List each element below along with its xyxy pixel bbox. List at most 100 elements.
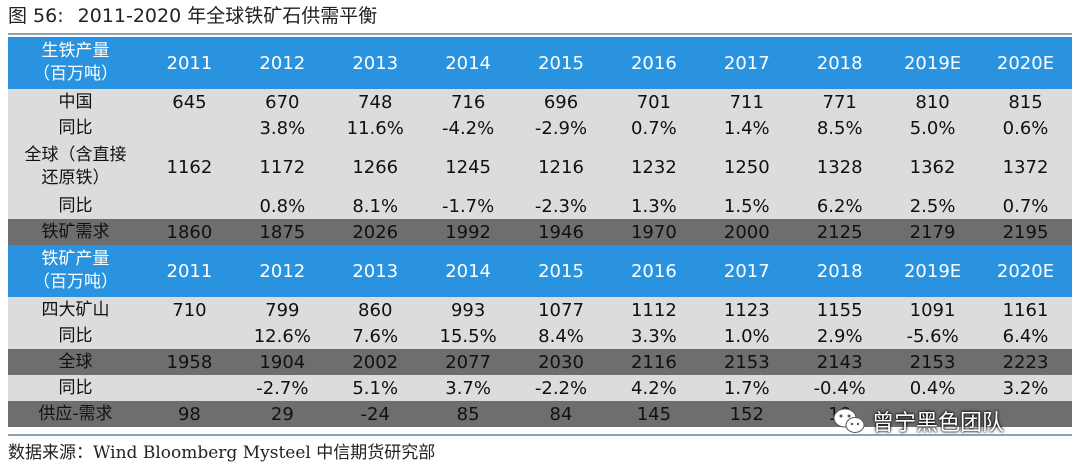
table-cell: 2116 xyxy=(607,349,701,375)
table-cell: -2.9% xyxy=(514,115,608,141)
table-cell: 152 xyxy=(700,401,794,427)
table-cell: 1112 xyxy=(607,297,701,323)
table-cell: 2002 xyxy=(328,349,422,375)
table-cell xyxy=(979,401,1072,427)
row-label: 全球 xyxy=(8,349,143,375)
table-cell: 85 xyxy=(421,401,515,427)
row-label: 同比 xyxy=(8,323,143,349)
year-cell: 2019E xyxy=(886,245,980,297)
table-cell: 670 xyxy=(235,89,329,115)
table-cell: 2.5% xyxy=(886,193,980,219)
table-cell: 1155 xyxy=(793,297,887,323)
table-cell: 0.6% xyxy=(979,115,1072,141)
table-cell: 771 xyxy=(793,89,887,115)
table-cell: 2026 xyxy=(328,219,422,245)
source-prefix: 数据来源： xyxy=(8,443,93,463)
table-row-big-four-yoy: 同比 12.6% 7.6% 15.5% 8.4% 3.3% 1.0% 2.9% … xyxy=(8,323,1072,349)
table-cell: 2195 xyxy=(979,219,1072,245)
year-cell: 2013 xyxy=(328,37,422,89)
table-cell: 29 xyxy=(235,401,329,427)
figure-title: 图 56: 2011-2020 年全球铁矿石供需平衡 xyxy=(8,2,377,30)
table-cell: 1266 xyxy=(328,141,422,193)
table-cell: 3.7% xyxy=(421,375,515,401)
table-cell: 0.8% xyxy=(235,193,329,219)
table-row-global-pig-iron: 全球（含直接 还原铁） 1162 1172 1266 1245 1216 1232… xyxy=(8,141,1072,193)
table-cell: 1904 xyxy=(235,349,329,375)
table-cell: 2179 xyxy=(886,219,980,245)
header-row-iron-ore: 铁矿产量 （百万吨） 2011 2012 2013 2014 2015 2016 … xyxy=(8,245,1072,297)
table-cell: 716 xyxy=(421,89,515,115)
table-cell: 11.6% xyxy=(328,115,422,141)
row-label: 同比 xyxy=(8,115,143,141)
table-cell: 1091 xyxy=(886,297,980,323)
table-cell: 1.4% xyxy=(700,115,794,141)
table-cell: 15.5% xyxy=(421,323,515,349)
table-cell: 2153 xyxy=(700,349,794,375)
table-cell: 4.2% xyxy=(607,375,701,401)
year-cell: 2013 xyxy=(328,245,422,297)
table-cell: 0.7% xyxy=(979,193,1072,219)
row-label: 同比 xyxy=(8,375,143,401)
table-cell: 98 xyxy=(143,401,236,427)
header-label-iron-ore: 铁矿产量 （百万吨） xyxy=(8,245,143,297)
table-cell: -5.6% xyxy=(886,323,980,349)
table-cell: 2143 xyxy=(793,349,887,375)
year-cell: 2017 xyxy=(700,37,794,89)
table-cell: 8.5% xyxy=(793,115,887,141)
table-cell: 1970 xyxy=(607,219,701,245)
table-cell: 1.5% xyxy=(700,193,794,219)
table-cell: 7.6% xyxy=(328,323,422,349)
table-cell: 696 xyxy=(514,89,608,115)
year-cell: 2015 xyxy=(514,37,608,89)
header-row-pig-iron: 生铁产量 （百万吨） 2011 2012 2013 2014 2015 2016 … xyxy=(8,37,1072,89)
table-cell: 711 xyxy=(700,89,794,115)
table-cell: 1372 xyxy=(979,141,1072,193)
figure-title-text: 2011-2020 年全球铁矿石供需平衡 xyxy=(77,5,378,27)
table-cell: -2.7% xyxy=(235,375,329,401)
table-cell: -0.4% xyxy=(793,375,887,401)
table-row-china: 中国 645 670 748 716 696 701 711 771 810 8… xyxy=(8,89,1072,115)
table-cell: 5.0% xyxy=(886,115,980,141)
table-cell: -1.7% xyxy=(421,193,515,219)
table-cell: 1860 xyxy=(143,219,236,245)
table-cell xyxy=(143,193,236,219)
table-cell: 1250 xyxy=(700,141,794,193)
row-label: 四大矿山 xyxy=(8,297,143,323)
row-label: 同比 xyxy=(8,193,143,219)
table-cell: 815 xyxy=(979,89,1072,115)
table-cell: 145 xyxy=(607,401,701,427)
table-cell: 1.0% xyxy=(700,323,794,349)
table-cell: 748 xyxy=(328,89,422,115)
table-cell: 8.4% xyxy=(514,323,608,349)
table-cell: 993 xyxy=(421,297,515,323)
table-cell: -2.3% xyxy=(514,193,608,219)
table-cell xyxy=(886,401,980,427)
table-row-china-yoy: 同比 3.8% 11.6% -4.2% -2.9% 0.7% 1.4% 8.5%… xyxy=(8,115,1072,141)
table-cell: -24 xyxy=(328,401,422,427)
watermark: 曾宁黑色团队 xyxy=(832,406,1004,436)
table-cell: 6.2% xyxy=(793,193,887,219)
table-row-big-four-miners: 四大矿山 710 799 860 993 1077 1112 1123 1155… xyxy=(8,297,1072,323)
table-cell xyxy=(143,323,236,349)
table-cell xyxy=(143,375,236,401)
table-cell: 2030 xyxy=(514,349,608,375)
table-row-global-ore: 全球 1958 1904 2002 2077 2030 2116 2153 21… xyxy=(8,349,1072,375)
table-cell: 0.7% xyxy=(607,115,701,141)
year-cell: 2018 xyxy=(793,37,887,89)
table-cell: 3.2% xyxy=(979,375,1072,401)
table-cell: 1123 xyxy=(700,297,794,323)
table-cell: 701 xyxy=(607,89,701,115)
table-cell: 2223 xyxy=(979,349,1072,375)
watermark-text: 曾宁黑色团队 xyxy=(872,411,1005,436)
year-cell: 2011 xyxy=(143,245,236,297)
table-cell: 5.1% xyxy=(328,375,422,401)
table-row-global-yoy: 同比 0.8% 8.1% -1.7% -2.3% 1.3% 1.5% 6.2% … xyxy=(8,193,1072,219)
table-cell: 2000 xyxy=(700,219,794,245)
table-cell: 0.4% xyxy=(886,375,980,401)
table-cell: 84 xyxy=(514,401,608,427)
bottom-rule xyxy=(8,434,1072,436)
table-cell: 3.8% xyxy=(235,115,329,141)
table-cell: 1077 xyxy=(514,297,608,323)
table-cell: 6.4% xyxy=(979,323,1072,349)
table-cell: 2.9% xyxy=(793,323,887,349)
